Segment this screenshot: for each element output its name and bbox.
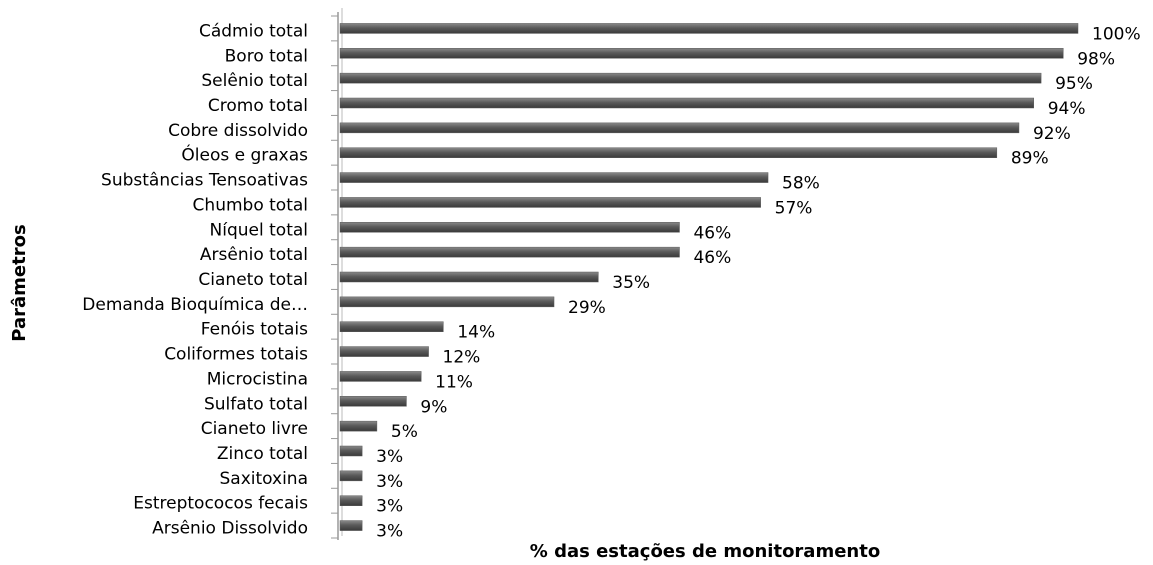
value-label: 12%	[443, 348, 481, 368]
value-label: 95%	[1055, 74, 1093, 94]
value-label: 46%	[693, 248, 731, 268]
y-tick-label: Óleos e graxas	[181, 144, 308, 166]
bar	[339, 197, 761, 208]
y-tick-label: Arsênio total	[200, 245, 308, 265]
bar	[339, 445, 363, 457]
bar	[339, 222, 680, 233]
y-tick-label: Cianeto total	[198, 270, 308, 290]
y-axis-title: Parâmetros	[9, 224, 30, 341]
y-tick-label: Boro total	[225, 46, 308, 66]
bar	[339, 172, 769, 183]
bar	[339, 321, 444, 332]
bar	[339, 470, 363, 482]
bar	[339, 420, 378, 432]
y-tick-label: Chumbo total	[193, 195, 308, 215]
y-tick-label: Cádmio total	[199, 21, 308, 41]
bar	[339, 520, 363, 531]
value-label: 11%	[435, 372, 473, 392]
value-label: 9%	[420, 397, 447, 417]
y-tick-label: Estreptococos fecais	[133, 494, 308, 514]
y-tick-label: Demanda Bioquímica de…	[82, 295, 308, 315]
bar	[339, 346, 429, 357]
y-tick-label: Substâncias Tensoativas	[101, 171, 308, 191]
y-tick-label: Níquel total	[210, 220, 308, 240]
value-label: 5%	[391, 422, 418, 442]
bar	[339, 23, 1079, 34]
value-label: 57%	[775, 198, 813, 218]
bar	[339, 48, 1064, 59]
y-tick-label: Fenóis totais	[201, 320, 308, 340]
y-tick-label: Cianeto livre	[201, 419, 308, 439]
value-label: 14%	[457, 323, 495, 343]
value-label: 92%	[1033, 124, 1071, 144]
y-tick-label: Cromo total	[208, 96, 308, 116]
bar	[339, 72, 1042, 84]
bar	[339, 122, 1020, 134]
y-tick-label: Cobre dissolvido	[168, 121, 308, 141]
bar	[339, 396, 407, 407]
value-label: 94%	[1048, 99, 1086, 119]
bar	[339, 97, 1034, 109]
value-label: 35%	[612, 273, 650, 293]
value-label: 3%	[376, 522, 403, 542]
x-axis-title: % das estações de monitoramento	[530, 541, 880, 562]
value-label: 46%	[693, 223, 731, 243]
bar	[339, 271, 599, 283]
bar	[339, 495, 363, 506]
y-tick-label: Zinco total	[217, 444, 308, 464]
value-label: 98%	[1077, 49, 1115, 69]
value-label: 58%	[782, 174, 820, 194]
bar	[339, 371, 422, 382]
y-tick-label: Microcistina	[207, 369, 308, 389]
value-label: 3%	[376, 497, 403, 517]
value-label: 3%	[376, 472, 403, 492]
y-tick-label: Selênio total	[201, 71, 308, 91]
bar	[339, 246, 680, 258]
y-tick-label: Coliformes totais	[164, 345, 308, 365]
bar	[339, 147, 998, 158]
value-label: 100%	[1092, 24, 1141, 44]
y-tick-label: Sulfato total	[204, 394, 308, 414]
bar	[339, 296, 555, 308]
y-tick-label: Saxitoxina	[219, 469, 308, 489]
value-label: 89%	[1011, 149, 1049, 169]
value-label: 3%	[376, 447, 403, 467]
value-label: 29%	[568, 298, 606, 318]
y-tick-label: Arsênio Dissolvido	[152, 519, 308, 539]
